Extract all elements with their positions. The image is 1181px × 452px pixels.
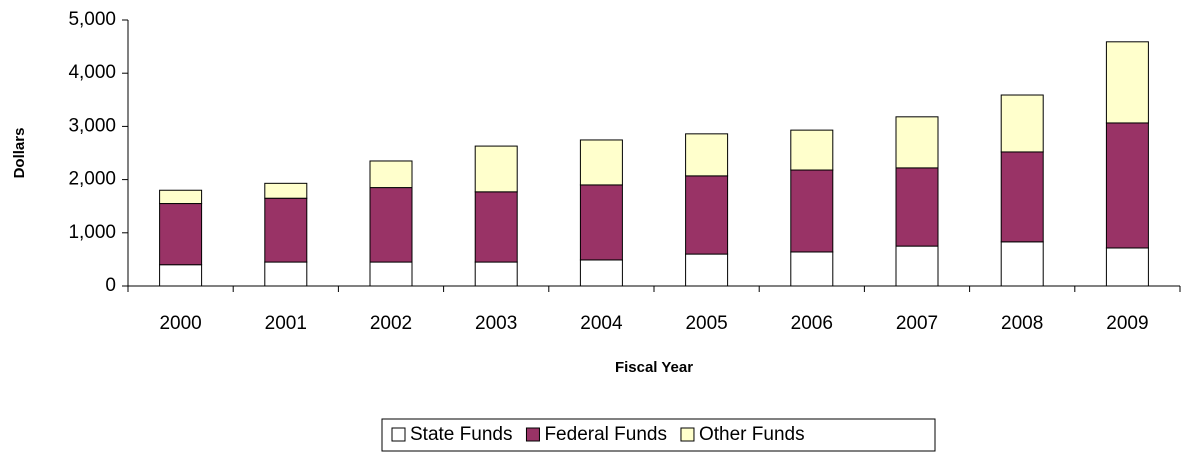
bar-segment bbox=[159, 189, 203, 205]
bar-segment bbox=[159, 264, 203, 287]
bar-segment bbox=[579, 139, 623, 186]
bar-segment bbox=[1105, 122, 1149, 249]
bar-segment bbox=[264, 197, 308, 263]
bar-segment bbox=[790, 129, 834, 171]
y-tick-label: 5,000 bbox=[68, 9, 116, 30]
bar-segment bbox=[790, 169, 834, 253]
legend-swatch bbox=[525, 427, 540, 442]
y-tick-label: 3,000 bbox=[68, 115, 116, 136]
y-tick-label: 1,000 bbox=[68, 222, 116, 243]
bar-segment bbox=[579, 259, 623, 287]
bar-segment bbox=[369, 261, 413, 287]
bar-segment bbox=[790, 251, 834, 287]
x-tick-label: 2009 bbox=[1106, 313, 1148, 334]
bar-segment bbox=[474, 191, 518, 263]
x-axis-title: Fiscal Year bbox=[615, 359, 693, 376]
bar-segment bbox=[685, 253, 729, 287]
x-tick-label: 2002 bbox=[370, 313, 412, 334]
bar-segment bbox=[369, 160, 413, 189]
legend-swatch bbox=[391, 427, 406, 442]
bar-segment bbox=[1105, 247, 1149, 287]
bar-segment bbox=[1000, 94, 1044, 153]
bar-segment bbox=[1105, 41, 1149, 124]
bar-segment bbox=[685, 133, 729, 177]
x-tick-label: 2000 bbox=[159, 313, 201, 334]
x-tick-label: 2004 bbox=[580, 313, 623, 334]
bar-segment bbox=[474, 145, 518, 193]
x-tick-label: 2001 bbox=[265, 313, 307, 334]
x-tick-label: 2008 bbox=[1001, 313, 1043, 334]
y-tick-label: 0 bbox=[105, 275, 116, 296]
bar-segment bbox=[685, 175, 729, 255]
y-axis-title: Dollars bbox=[11, 128, 28, 179]
bar-segment bbox=[1000, 151, 1044, 243]
y-tick-label: 2,000 bbox=[68, 169, 116, 190]
x-tick-label: 2003 bbox=[475, 313, 517, 334]
x-tick-label: 2006 bbox=[791, 313, 833, 334]
y-tick-label: 4,000 bbox=[68, 62, 116, 83]
bar-segment bbox=[1000, 241, 1044, 287]
legend-swatch bbox=[680, 427, 695, 442]
bar-segment bbox=[579, 184, 623, 261]
legend-label: State Funds bbox=[410, 424, 512, 445]
bar-segment bbox=[895, 116, 939, 169]
bar-segment bbox=[264, 261, 308, 287]
x-tick-label: 2005 bbox=[685, 313, 727, 334]
bar-segment bbox=[264, 182, 308, 199]
legend-label: Federal Funds bbox=[544, 424, 667, 445]
bar-segment bbox=[895, 245, 939, 287]
x-tick-label: 2007 bbox=[896, 313, 938, 334]
bar-segment bbox=[474, 261, 518, 287]
bar-segment bbox=[369, 187, 413, 263]
legend-label: Other Funds bbox=[699, 424, 805, 445]
bar-segment bbox=[159, 203, 203, 266]
bar-segment bbox=[895, 167, 939, 247]
legend-box bbox=[381, 418, 936, 452]
